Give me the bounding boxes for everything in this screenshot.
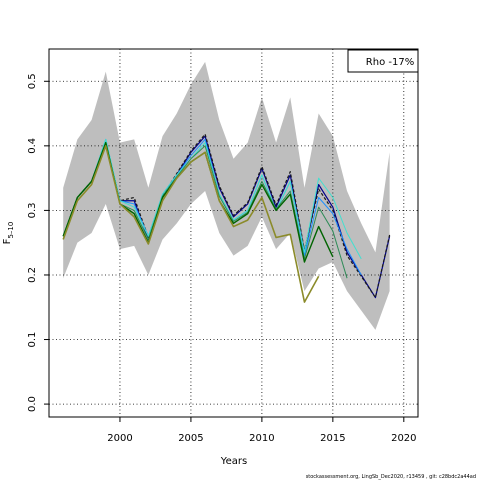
confidence-band xyxy=(63,61,390,330)
confidence-band-layer xyxy=(63,61,390,330)
series-layer xyxy=(62,133,391,303)
y-tick-label: 0.3 xyxy=(27,202,38,218)
series-line-7 xyxy=(62,145,320,303)
y-axis: 0.0 0.1 0.2 0.3 0.4 0.5 xyxy=(27,73,49,412)
legend: Rho -17% xyxy=(347,49,419,73)
legend-box xyxy=(347,49,419,73)
x-tick-label: 2000 xyxy=(107,433,132,444)
legend-text: Rho -17% xyxy=(366,57,414,68)
y-tick-label: 0.4 xyxy=(27,138,38,154)
footer-credit: stockassessment.org, LingSb_Dec2020, r13… xyxy=(305,474,476,480)
y-tick-label: 0.0 xyxy=(27,396,38,412)
x-tick-label: 2010 xyxy=(249,433,274,444)
series-line-4 xyxy=(62,138,362,260)
x-tick-label: 2020 xyxy=(391,433,416,444)
y-tick-label: 0.1 xyxy=(27,332,38,348)
plot-frame xyxy=(48,48,419,418)
y-tick-label: 0.2 xyxy=(27,267,38,283)
y-tick-label: 0.5 xyxy=(27,73,38,89)
x-axis-label: Years xyxy=(220,456,247,467)
y-axis-label: F5–10 xyxy=(2,222,15,245)
x-axis: 2000 2005 2010 2015 2020 xyxy=(107,417,417,444)
y-axis-label-sub: 5–10 xyxy=(7,222,15,239)
x-tick-label: 2015 xyxy=(320,433,345,444)
y-axis-label-main: F xyxy=(2,238,13,244)
x-tick-label: 2005 xyxy=(178,433,203,444)
